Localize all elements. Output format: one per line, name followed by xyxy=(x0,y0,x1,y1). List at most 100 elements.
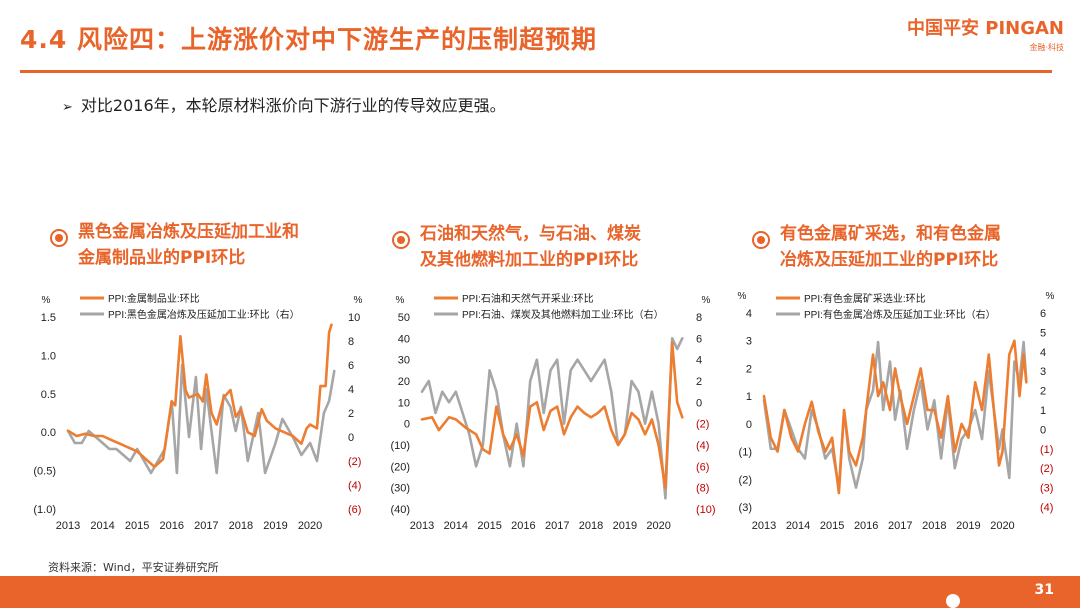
page-title: 4.4 风险四：上游涨价对中下游生产的压制超预期 xyxy=(20,25,597,54)
right-tick-label: (1) xyxy=(1040,444,1053,456)
x-tick-label: 2015 xyxy=(477,520,501,532)
logo-subtext: 金融·科技 xyxy=(1029,43,1064,52)
right-tick-label: 8 xyxy=(696,312,702,324)
right-tick-label: (3) xyxy=(1040,483,1053,495)
chart-3-svg: % % 4 3 2 1 0 (1) (2) (3) 6 5 4 3 2 1 0 (1) (2) (3) (4) 2013 2… xyxy=(738,291,1055,532)
series-line-1 xyxy=(66,323,333,469)
page-number: 31 xyxy=(1034,582,1054,598)
x-tick-label: 2016 xyxy=(511,520,535,532)
x-tick-label: 2016 xyxy=(854,520,878,532)
left-tick-label: (20) xyxy=(390,461,410,473)
legend-label: PPI:石油和天然气开采业:环比 xyxy=(462,292,594,305)
x-tick-label: 2019 xyxy=(263,520,287,532)
right-tick-label: (4) xyxy=(1040,502,1053,514)
x-tick-label: 2017 xyxy=(545,520,569,532)
right-tick-label: (6) xyxy=(696,461,709,473)
title-divider xyxy=(20,70,1052,73)
logo-text: 中国平安 PINGAN xyxy=(907,18,1064,39)
left-tick-label: (2) xyxy=(739,474,752,486)
left-tick-label: (0.5) xyxy=(33,466,56,478)
left-tick-label: 3 xyxy=(746,336,752,348)
x-tick-label: 2020 xyxy=(646,520,670,532)
right-axis-unit: % xyxy=(1046,291,1055,302)
right-tick-label: (10) xyxy=(696,504,716,516)
left-axis-unit: % xyxy=(738,291,747,302)
left-tick-label: 1 xyxy=(746,391,752,403)
x-tick-label: 2020 xyxy=(990,520,1014,532)
left-tick-label: 0.5 xyxy=(41,389,56,401)
right-tick-label: 0 xyxy=(348,432,354,444)
series-line-2 xyxy=(420,336,684,500)
target-bullet-icon xyxy=(752,231,770,249)
x-tick-label: 2014 xyxy=(444,520,468,532)
x-tick-label: 2013 xyxy=(410,520,434,532)
right-tick-label: 5 xyxy=(1040,327,1046,339)
left-tick-label: (30) xyxy=(390,483,410,495)
left-tick-label: (10) xyxy=(390,440,410,452)
left-axis-unit: % xyxy=(42,295,51,306)
right-axis-unit: % xyxy=(354,295,363,306)
x-tick-label: 2018 xyxy=(229,520,253,532)
left-tick-label: 0 xyxy=(746,419,752,431)
x-tick-label: 2017 xyxy=(888,520,912,532)
arrow-bullet-icon: ➢ xyxy=(62,100,73,115)
legend-label: PPI:金属制品业:环比 xyxy=(108,292,200,305)
x-tick-label: 2017 xyxy=(194,520,218,532)
left-tick-label: 0.0 xyxy=(41,427,56,439)
chart-1-heading: 黑色金属冶炼及压延加工业和 金属制品业的PPI环比 xyxy=(50,219,299,271)
chart-2-svg: % %50403020100(10)(20)(30)(40)86420(2)(4)… xyxy=(390,292,716,532)
x-tick-label: 2013 xyxy=(56,520,80,532)
x-tick-label: 2016 xyxy=(159,520,183,532)
chart-1-title-line2: 金属制品业的PPI环比 xyxy=(78,248,246,268)
chart-3-heading: 有色金属矿采选，和有色金属 冶炼及压延加工业的PPI环比 xyxy=(752,221,1001,273)
right-tick-label: (6) xyxy=(348,504,361,516)
right-tick-label: (2) xyxy=(348,456,361,468)
bullet-point: ➢ 对比2016年，本轮原材料涨价向下游行业的传导效应更强。 xyxy=(62,92,506,116)
logo: 中国平安 PINGAN 金融·科技 xyxy=(907,14,1064,53)
x-tick-label: 2015 xyxy=(820,520,844,532)
x-tick-label: 2018 xyxy=(579,520,603,532)
right-tick-label: (8) xyxy=(696,483,709,495)
series-line-1 xyxy=(762,339,1028,495)
chart-2-heading: 石油和天然气，与石油、煤炭 及其他燃料加工业的PPI环比 xyxy=(392,221,641,273)
right-tick-label: 0 xyxy=(1040,424,1046,436)
legend-label: PPI:石油、煤炭及其他燃料加工业:环比（右） xyxy=(462,308,664,321)
right-tick-label: 2 xyxy=(696,376,702,388)
bullet-text: 对比2016年，本轮原材料涨价向下游行业的传导效应更强。 xyxy=(80,96,506,115)
chart-1-title-line1: 黑色金属冶炼及压延加工业和 xyxy=(78,222,299,242)
right-tick-label: (2) xyxy=(696,419,709,431)
series-line-2 xyxy=(66,363,336,475)
x-tick-label: 2020 xyxy=(298,520,322,532)
source-note: 资料来源：Wind，平安证券研究所 xyxy=(48,561,219,574)
left-tick-label: 0 xyxy=(404,419,410,431)
right-tick-label: (4) xyxy=(696,440,709,452)
x-tick-label: 2018 xyxy=(922,520,946,532)
x-tick-label: 2014 xyxy=(786,520,810,532)
left-tick-label: 20 xyxy=(398,376,410,388)
x-tick-label: 2015 xyxy=(125,520,149,532)
footer-mark-icon xyxy=(946,594,960,608)
right-tick-label: 4 xyxy=(696,355,702,367)
left-tick-label: 30 xyxy=(398,355,410,367)
left-tick-label: (40) xyxy=(390,504,410,516)
left-tick-label: 2 xyxy=(746,363,752,375)
chart-2-title-line1: 石油和天然气，与石油、煤炭 xyxy=(420,224,641,244)
chart-1-svg: % % 1.5 1.0 0.5 0.0 (0.5) (1.0) 10 8 6 4 2 0 (2) (4) (6)… xyxy=(33,292,363,532)
legend-label: PPI:有色金属矿采选业:环比 xyxy=(804,292,926,305)
right-tick-label: 3 xyxy=(1040,366,1046,378)
right-tick-label: 4 xyxy=(348,384,354,396)
right-tick-label: 6 xyxy=(696,333,702,345)
left-tick-label: 10 xyxy=(398,397,410,409)
left-axis-unit: % xyxy=(396,295,405,306)
right-tick-label: 6 xyxy=(348,360,354,372)
right-tick-label: 1 xyxy=(1040,405,1046,417)
right-tick-label: 2 xyxy=(348,408,354,420)
right-tick-label: (2) xyxy=(1040,463,1053,475)
left-tick-label: (1) xyxy=(739,447,752,459)
right-tick-label: 6 xyxy=(1040,308,1046,320)
x-tick-label: 2019 xyxy=(956,520,980,532)
left-tick-label: (3) xyxy=(739,502,752,514)
right-tick-label: 2 xyxy=(1040,386,1046,398)
left-tick-label: (1.0) xyxy=(33,504,56,516)
right-tick-label: 4 xyxy=(1040,347,1046,359)
